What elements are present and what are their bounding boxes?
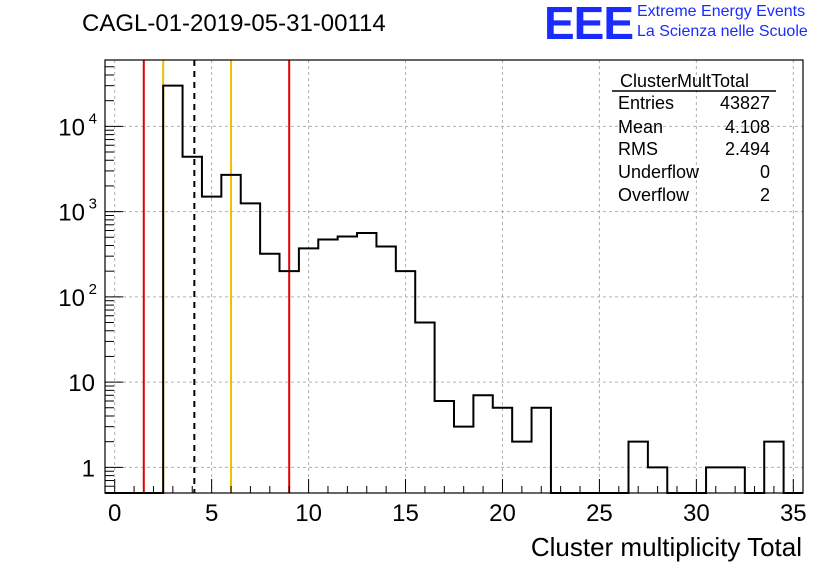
y-tick-label: 10 bbox=[58, 285, 85, 312]
stats-row-rms: RMS 2.494 bbox=[618, 139, 770, 160]
stats-label: Underflow bbox=[618, 162, 700, 182]
stats-row-mean: Mean 4.108 bbox=[618, 117, 770, 138]
stats-value: 2 bbox=[759, 185, 770, 205]
x-tick-label: 5 bbox=[205, 500, 218, 527]
stats-label: Mean bbox=[618, 117, 664, 137]
stats-value: 2.494 bbox=[724, 139, 770, 159]
stats-row-overflow: Overflow 2 bbox=[618, 185, 770, 206]
x-axis-label: Cluster multiplicity Total bbox=[530, 532, 802, 562]
x-tick-label: 35 bbox=[780, 500, 807, 527]
stats-row-entries: Entries 43827 bbox=[618, 93, 770, 114]
stats-value: 4.108 bbox=[724, 117, 770, 137]
y-tick-label: 10 bbox=[58, 200, 85, 227]
y-tick-exponent: 2 bbox=[89, 281, 97, 298]
marker-lines bbox=[142, 60, 291, 493]
logo-line-2: La Scienza nelle Scuole bbox=[637, 23, 808, 40]
plot-title: CAGL-01-2019-05-31-00114 bbox=[82, 10, 386, 37]
x-tick-label: 25 bbox=[586, 500, 613, 527]
x-tick-label: 20 bbox=[489, 500, 516, 527]
x-tick-label: 30 bbox=[683, 500, 710, 527]
x-tick-label: 15 bbox=[392, 500, 419, 527]
stats-title: ClusterMultTotal bbox=[620, 71, 750, 91]
logo-mark: EEE bbox=[544, 0, 634, 49]
plot-frame bbox=[104, 59, 804, 494]
grid-lines bbox=[105, 60, 803, 493]
stats-value: 0 bbox=[759, 162, 770, 182]
stats-row-underflow: Underflow 0 bbox=[618, 162, 770, 183]
stats-label: RMS bbox=[618, 139, 658, 159]
y-tick-label: 10 bbox=[68, 370, 95, 397]
stats-label: Overflow bbox=[618, 185, 690, 205]
y-tick-exponent: 3 bbox=[89, 196, 97, 213]
logo-line-1: Extreme Energy Events bbox=[637, 3, 806, 20]
x-tick-label: 10 bbox=[295, 500, 322, 527]
stats-label: Entries bbox=[618, 93, 675, 113]
y-tick-label: 1 bbox=[82, 455, 95, 482]
y-tick-exponent: 4 bbox=[89, 110, 97, 127]
x-tick-label: 0 bbox=[108, 500, 121, 527]
stats-value: 43827 bbox=[719, 93, 770, 113]
y-tick-label: 10 bbox=[58, 114, 85, 141]
